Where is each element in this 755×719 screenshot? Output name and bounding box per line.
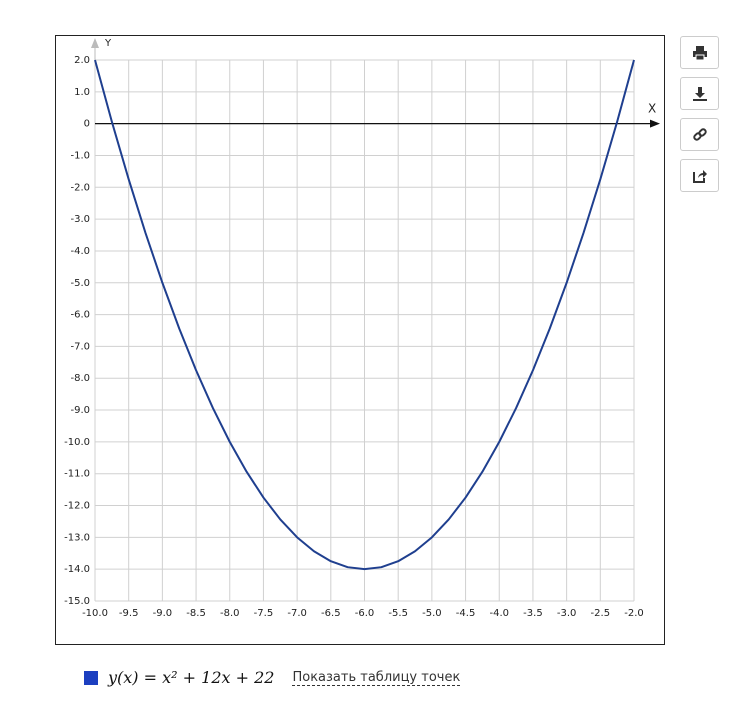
print-button[interactable] xyxy=(680,36,719,69)
x-tick-label: -9.5 xyxy=(119,608,139,619)
x-axis-label: X xyxy=(648,102,656,116)
y-tick-label: -13.0 xyxy=(64,532,90,543)
x-tick-label: -2.5 xyxy=(591,608,611,619)
x-tick-label: -9.0 xyxy=(153,608,173,619)
show-points-table-link[interactable]: Показать таблицу точек xyxy=(292,669,461,686)
x-tick-label: -7.0 xyxy=(287,608,307,619)
x-tick-label: -7.5 xyxy=(254,608,274,619)
y-tick-label: -9.0 xyxy=(70,405,90,416)
x-tick-label: -8.0 xyxy=(220,608,240,619)
print-icon xyxy=(692,45,707,60)
link-button[interactable] xyxy=(680,118,719,151)
share-button[interactable] xyxy=(680,159,719,192)
y-tick-label: -10.0 xyxy=(64,437,90,448)
link-icon xyxy=(692,127,707,141)
x-tick-label: -5.0 xyxy=(422,608,442,619)
y-tick-label: -6.0 xyxy=(70,310,90,321)
curve xyxy=(94,59,635,571)
share-icon xyxy=(692,169,707,183)
chart-frame xyxy=(55,35,665,645)
y-tick-label: -15.0 xyxy=(64,596,90,607)
y-tick-label: -4.0 xyxy=(70,246,90,257)
legend-swatch xyxy=(84,670,98,685)
x-tick-label: -5.5 xyxy=(388,608,408,619)
y-tick-label: -14.0 xyxy=(64,564,90,575)
y-arrow-head xyxy=(91,38,99,48)
download-button[interactable] xyxy=(680,77,719,110)
y-tick-label: -8.0 xyxy=(70,373,90,384)
y-tick-label: 2.0 xyxy=(74,55,90,66)
x-tick-label: -4.0 xyxy=(489,608,509,619)
x-tick-label: -8.5 xyxy=(186,608,206,619)
x-tick-label: -6.5 xyxy=(321,608,341,619)
legend: y(x) = x² + 12x + 22 Показать таблицу то… xyxy=(84,668,461,687)
x-arrow-head xyxy=(650,119,660,128)
y-tick-label: 1.0 xyxy=(74,87,90,98)
y-axis-label: Y xyxy=(104,38,112,49)
y-tick-label: 0 xyxy=(84,119,90,130)
x-tick-label: -10.0 xyxy=(82,608,108,619)
y-tick-label: -1.0 xyxy=(70,150,90,161)
chart: Y X 2.0 1.0 0 -1.0 -2.0 -3.0 -4.0 -5.0 -6.0 -7.0 -… xyxy=(55,35,665,645)
download-icon xyxy=(692,86,707,101)
y-tick-label: -12.0 xyxy=(64,501,90,512)
x-tick-label: -3.0 xyxy=(557,608,577,619)
y-tick-label: -11.0 xyxy=(64,469,90,480)
y-tick-label: -7.0 xyxy=(70,341,90,352)
x-tick-label: -4.5 xyxy=(456,608,476,619)
x-tick-label: -6.0 xyxy=(355,608,375,619)
x-tick-label: -2.0 xyxy=(624,608,644,619)
y-tick-label: -3.0 xyxy=(70,214,90,225)
y-tick-label: -5.0 xyxy=(70,278,90,289)
y-tick-label: -2.0 xyxy=(70,182,90,193)
x-tick-label: -3.5 xyxy=(523,608,543,619)
legend-label: y(x) = x² + 12x + 22 xyxy=(108,668,275,687)
